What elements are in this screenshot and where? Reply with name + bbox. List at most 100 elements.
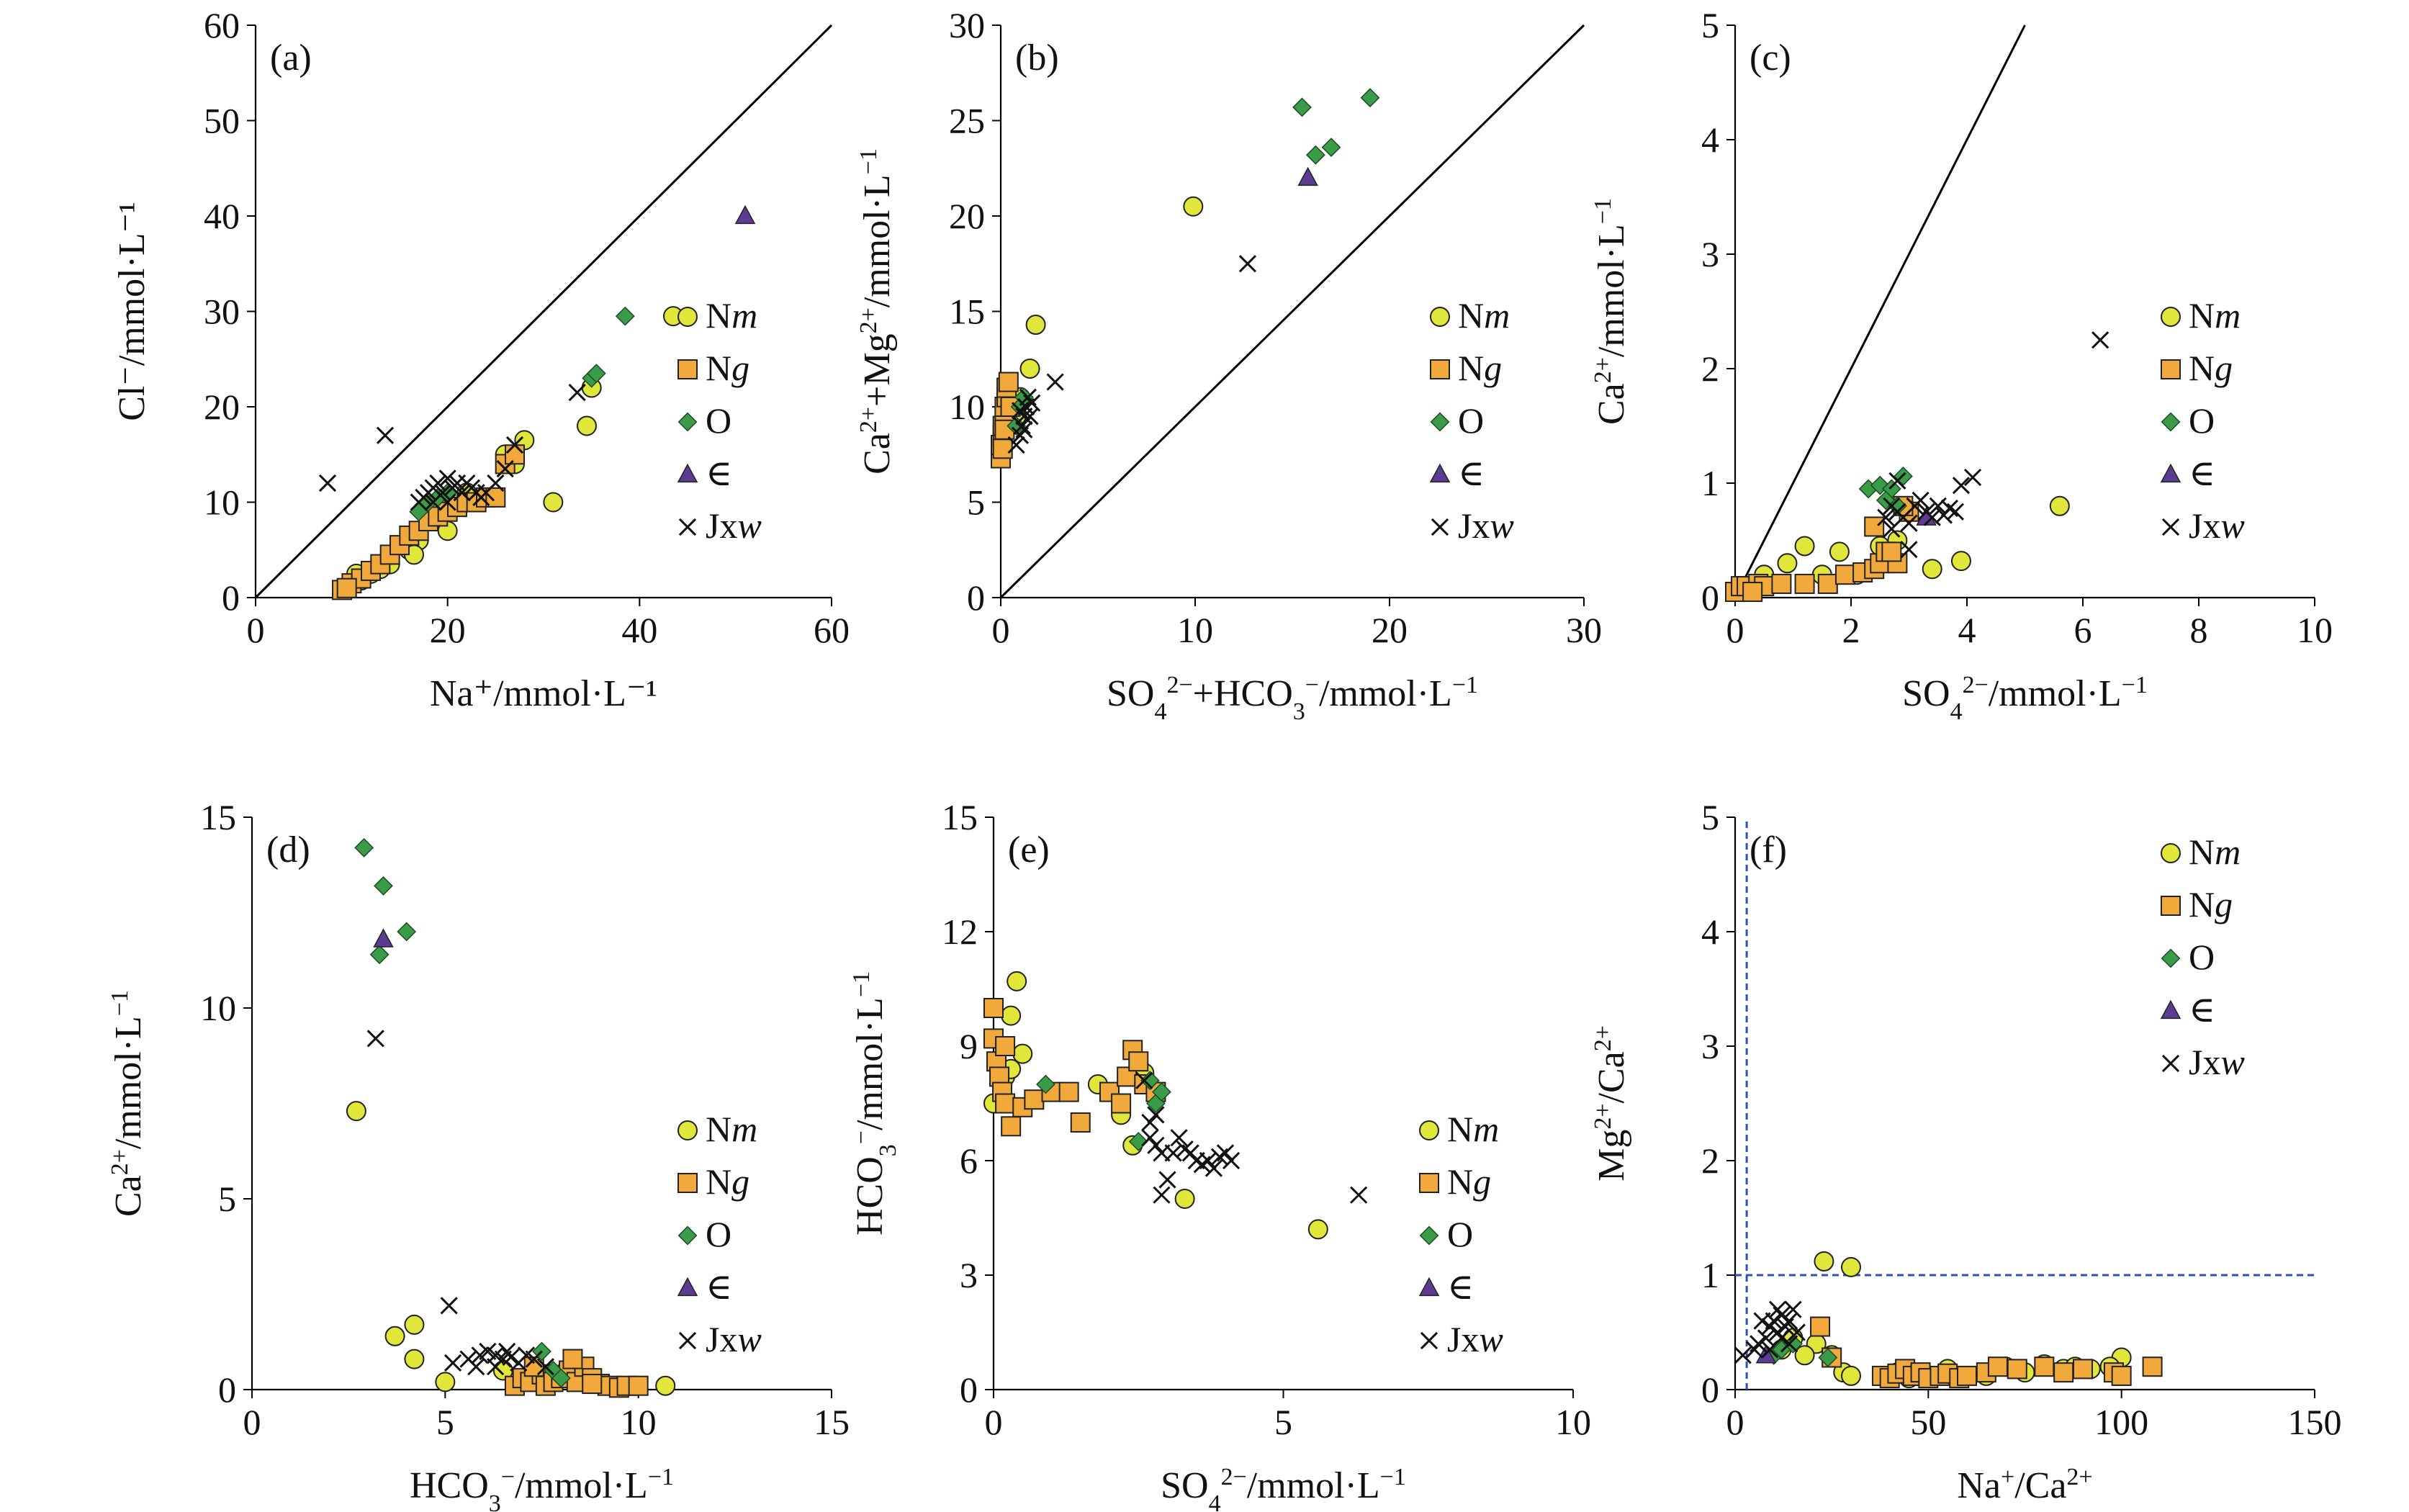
legend-marker-Ng — [1419, 1173, 1439, 1193]
legend-marker-Jxw — [1431, 518, 1449, 536]
point-O — [1128, 1132, 1148, 1151]
point-Ng — [1024, 1089, 1045, 1110]
legend-label-O: O — [2189, 400, 2215, 441]
legend-label-Jxw: Jxw — [706, 1319, 762, 1359]
point-O — [397, 922, 417, 942]
point-Jxw — [496, 460, 514, 478]
legend-marker-O — [677, 1225, 698, 1246]
y-tick-label: 5 — [1701, 5, 1719, 45]
legend-label-Jxw: Jxw — [706, 505, 762, 546]
series-Jxw — [1135, 1071, 1368, 1204]
point-Ng — [1834, 564, 1855, 585]
y-axis-label: Cl⁻/mmol·L⁻¹ — [112, 202, 153, 420]
y-tick-label: 20 — [204, 387, 240, 427]
point-Jxw — [424, 493, 442, 511]
x-axis-label: SO42−+HCO3−/mmol·L−1 — [1107, 672, 1478, 725]
series-Jxw — [366, 1030, 554, 1376]
y-tick-label: 4 — [1701, 120, 1719, 160]
panel-c: 0 2 4 6 8 10 0 1 2 3 4 5 (c) SO42−/mmol·L−1 Ca2+/mmol·… — [1590, 5, 2333, 725]
legend-marker-Jxw — [2161, 518, 2180, 536]
legend-marker-Nm — [2161, 843, 2181, 863]
legend-marker-Nm — [1430, 307, 1450, 327]
point-Jxw — [486, 1358, 505, 1376]
legend-marker-Nm — [2161, 307, 2181, 327]
x-tick-label: 0 — [247, 610, 265, 650]
point-Jxw — [1900, 541, 1918, 559]
y-tick-label: 3 — [960, 1255, 978, 1295]
point-Ng — [1881, 541, 1902, 562]
x-tick-label: 5 — [1274, 1402, 1292, 1442]
point-Jxw — [1350, 1186, 1368, 1204]
legend-label-Nm: Nm — [1447, 1109, 1499, 1149]
y-tick-label: 50 — [204, 101, 240, 141]
x-tick-label: 5 — [436, 1402, 454, 1442]
legend-label-E: ∈ — [1447, 1266, 1474, 1307]
point-Jxw — [376, 426, 395, 444]
legend-marker-E — [1418, 1277, 1440, 1297]
legend-label-Jxw: Jxw — [2189, 1042, 2245, 1082]
series-Jxw — [1877, 331, 2109, 559]
x-axis-label: SO42−/mmol·L−1 — [1902, 672, 2148, 725]
point-Jxw — [1877, 508, 1895, 526]
point-Nm — [1841, 1256, 1861, 1277]
point-Jxw — [1238, 255, 1257, 273]
point-Jxw — [443, 1354, 462, 1372]
legend-label-E: ∈ — [706, 453, 732, 493]
reference-line — [1734, 24, 2026, 598]
legend-marker-O — [1430, 412, 1450, 432]
y-tick-label: 2 — [1701, 1140, 1719, 1181]
legend-marker-O — [2161, 412, 2181, 432]
legend-label-Nm: Nm — [1458, 295, 1510, 336]
x-axis-label: Na⁺/mmol·L⁻¹ — [430, 673, 657, 714]
point-Nm — [1841, 1365, 1861, 1386]
y-tick-label: 3 — [1701, 1026, 1719, 1066]
series-O — [1036, 1071, 1171, 1151]
x-tick-label: 6 — [2074, 610, 2092, 650]
point-Jxw — [1222, 1151, 1240, 1170]
point-Ng — [1128, 1051, 1149, 1072]
x-tick-label: 0 — [1726, 1402, 1744, 1442]
series-Ng — [1725, 495, 1919, 603]
series-E — [373, 928, 394, 948]
y-tick-label: 15 — [942, 797, 978, 837]
x-tick-label: 0 — [243, 1402, 261, 1442]
point-Jxw — [1750, 1335, 1768, 1353]
point-Ng — [562, 1349, 583, 1369]
y-tick-label: 3 — [1701, 234, 1719, 274]
point-Jxw — [498, 1342, 516, 1361]
x-axis-label: HCO3−/mmol·L−1 — [410, 1464, 674, 1512]
y-tick-label: 10 — [200, 988, 236, 1028]
legend-label-E: ∈ — [2189, 989, 2215, 1030]
point-Jxw — [536, 1358, 554, 1376]
point-O — [1292, 97, 1312, 117]
point-Ng — [992, 438, 1013, 459]
reference-line — [999, 24, 1585, 599]
point-Jxw — [1147, 1136, 1165, 1154]
point-E — [373, 928, 394, 948]
x-tick-label: 10 — [621, 1402, 657, 1442]
point-Ng — [2053, 1362, 2074, 1383]
point-Ng — [1957, 1365, 1977, 1386]
point-O — [1818, 1348, 1838, 1367]
point-Ng — [2073, 1359, 2093, 1380]
legend-label-Jxw: Jxw — [1447, 1319, 1503, 1359]
y-tick-label: 10 — [204, 482, 240, 523]
point-Nm — [1794, 1345, 1815, 1366]
point-Nm — [1001, 1005, 1022, 1026]
point-Jxw — [1788, 1323, 1806, 1341]
point-Jxw — [1780, 1335, 1798, 1353]
point-Nm — [655, 1375, 676, 1396]
legend: Nm Ng O ∈ Jxw — [2160, 832, 2245, 1082]
y-axis-label: Ca2+/mmol·L−1 — [107, 990, 150, 1217]
y-tick-label: 10 — [949, 387, 985, 427]
point-Ng — [1771, 573, 1792, 594]
point-Jxw — [429, 474, 447, 492]
point-Ng — [582, 1374, 603, 1395]
legend-marker-Nm — [677, 1120, 698, 1140]
legend-marker-Ng — [2161, 359, 2181, 379]
y-tick-label: 0 — [960, 1369, 978, 1410]
x-tick-label: 20 — [1372, 610, 1408, 650]
point-Ng — [628, 1375, 649, 1396]
point-E — [734, 204, 756, 225]
